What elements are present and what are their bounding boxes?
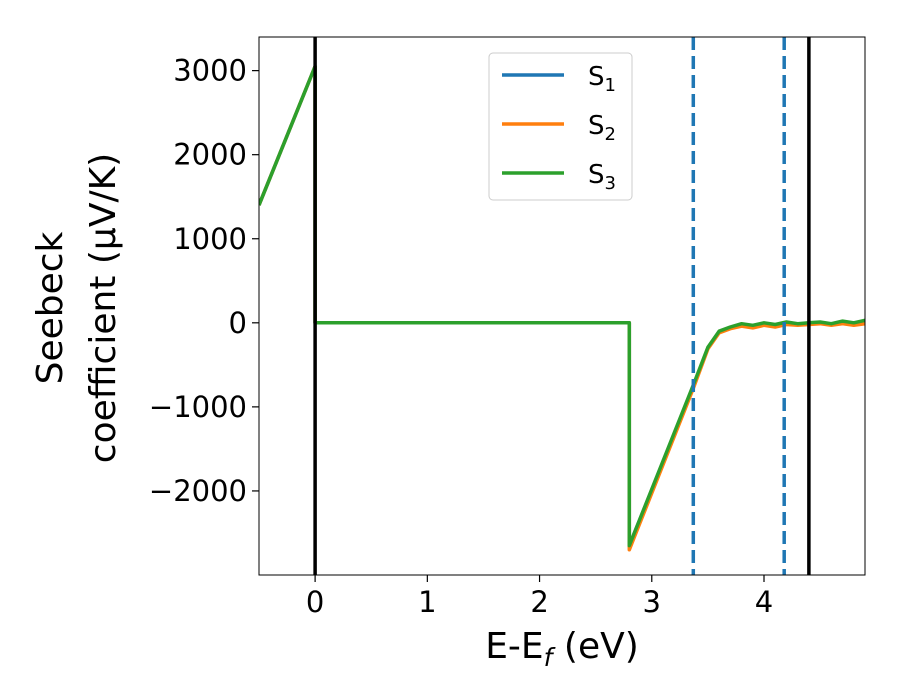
legend-entries: S1 S2 S3 bbox=[502, 62, 616, 194]
y-tick-label: 2000 bbox=[173, 138, 247, 172]
y-tick-label: −1000 bbox=[149, 390, 247, 424]
x-tick-label: 4 bbox=[755, 585, 773, 619]
x-tick-label: 3 bbox=[643, 585, 661, 619]
y-axis-title-line-1: Seebeck bbox=[30, 231, 71, 384]
x-tick-label: 2 bbox=[530, 585, 548, 619]
x-ticks: 0 1 2 3 4 bbox=[306, 575, 773, 619]
x-tick-label: 1 bbox=[418, 585, 436, 619]
y-ticks: −2000 −1000 0 1000 2000 3000 bbox=[149, 54, 259, 508]
legend-label-2: S2 bbox=[588, 111, 616, 145]
legend-label-3: S3 bbox=[588, 160, 616, 194]
series-layer bbox=[259, 64, 865, 552]
legend-box bbox=[488, 52, 633, 201]
y-tick-label: −2000 bbox=[149, 474, 247, 508]
y-axis-title: Seebeck coefficient (μV/K) bbox=[30, 153, 124, 463]
legend-label-1: S1 bbox=[588, 62, 616, 96]
vertical-lines-layer bbox=[313, 37, 811, 575]
y-tick-label: 0 bbox=[229, 306, 247, 340]
y-tick-label: 1000 bbox=[173, 222, 247, 256]
legend: S1 S2 S3 bbox=[488, 52, 633, 201]
plot-frame bbox=[258, 36, 866, 576]
x-tick-label: 0 bbox=[306, 585, 324, 619]
y-axis-title-line-2: coefficient (μV/K) bbox=[83, 153, 124, 463]
series-line-3 bbox=[259, 64, 865, 548]
x-axis-title: E-Ef (eV) bbox=[485, 626, 639, 672]
y-tick-label: 3000 bbox=[173, 54, 247, 88]
